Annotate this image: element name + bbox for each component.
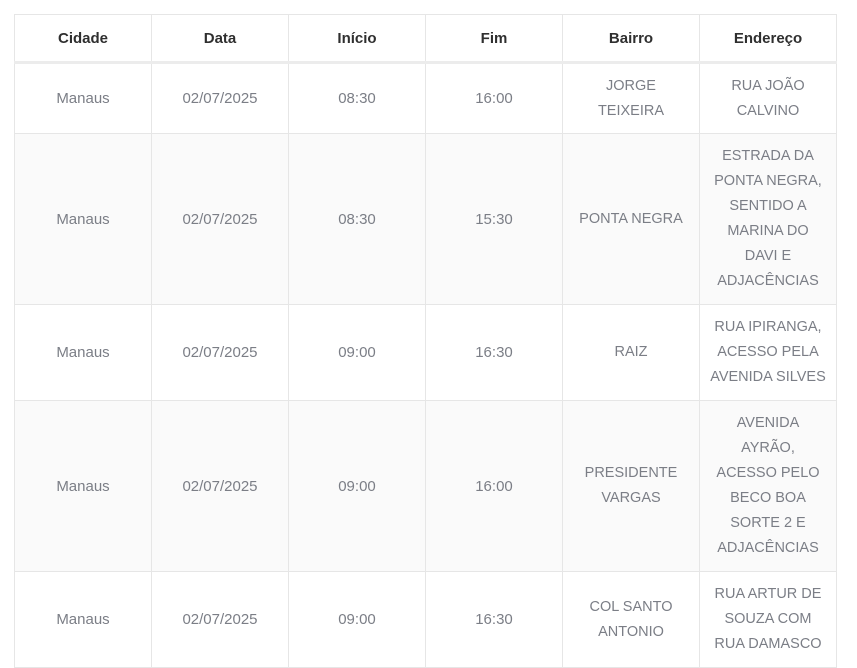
cell-cidade: Manaus bbox=[14, 571, 152, 668]
header-data: Data bbox=[151, 14, 289, 64]
header-inicio: Início bbox=[288, 14, 426, 64]
cell-fim: 16:30 bbox=[425, 304, 563, 401]
cell-cidade: Manaus bbox=[14, 133, 152, 305]
cell-endereco: AVENIDA AYRÃO, ACESSO PELO BECO BOA SORT… bbox=[699, 400, 837, 572]
table-row: Manaus 02/07/2025 09:00 16:00 PRESIDENTE… bbox=[14, 400, 837, 572]
cell-cidade: Manaus bbox=[14, 62, 152, 134]
cell-cidade: Manaus bbox=[14, 304, 152, 401]
cell-inicio: 08:30 bbox=[288, 62, 426, 134]
cell-inicio: 09:00 bbox=[288, 400, 426, 572]
cell-bairro: PONTA NEGRA bbox=[562, 133, 700, 305]
cell-inicio: 08:30 bbox=[288, 133, 426, 305]
header-bairro: Bairro bbox=[562, 14, 700, 64]
cell-data: 02/07/2025 bbox=[151, 400, 289, 572]
cell-endereco: ESTRADA DA PONTA NEGRA, SENTIDO A MARINA… bbox=[699, 133, 837, 305]
cell-endereco: RUA IPIRANGA, ACESSO PELA AVENIDA SILVES bbox=[699, 304, 837, 401]
table-row: Manaus 02/07/2025 08:30 15:30 PONTA NEGR… bbox=[14, 133, 837, 305]
table-header-row: Cidade Data Início Fim Bairro Endereço bbox=[14, 14, 837, 64]
cell-bairro: RAIZ bbox=[562, 304, 700, 401]
schedule-table: Cidade Data Início Fim Bairro Endereço M… bbox=[14, 14, 837, 668]
cell-bairro: PRESIDENTE VARGAS bbox=[562, 400, 700, 572]
cell-bairro: COL SANTO ANTONIO bbox=[562, 571, 700, 668]
cell-data: 02/07/2025 bbox=[151, 571, 289, 668]
cell-fim: 16:00 bbox=[425, 400, 563, 572]
cell-fim: 15:30 bbox=[425, 133, 563, 305]
cell-data: 02/07/2025 bbox=[151, 62, 289, 134]
cell-fim: 16:00 bbox=[425, 62, 563, 134]
cell-inicio: 09:00 bbox=[288, 571, 426, 668]
cell-inicio: 09:00 bbox=[288, 304, 426, 401]
cell-data: 02/07/2025 bbox=[151, 304, 289, 401]
cell-cidade: Manaus bbox=[14, 400, 152, 572]
cell-data: 02/07/2025 bbox=[151, 133, 289, 305]
cell-endereco: RUA ARTUR DE SOUZA COM RUA DAMASCO bbox=[699, 571, 837, 668]
table-row: Manaus 02/07/2025 09:00 16:30 COL SANTO … bbox=[14, 571, 837, 668]
cell-endereco: RUA JOÃO CALVINO bbox=[699, 62, 837, 134]
header-cidade: Cidade bbox=[14, 14, 152, 64]
cell-fim: 16:30 bbox=[425, 571, 563, 668]
cell-bairro: JORGE TEIXEIRA bbox=[562, 62, 700, 134]
table-row: Manaus 02/07/2025 08:30 16:00 JORGE TEIX… bbox=[14, 62, 837, 134]
header-fim: Fim bbox=[425, 14, 563, 64]
header-endereco: Endereço bbox=[699, 14, 837, 64]
table-row: Manaus 02/07/2025 09:00 16:30 RAIZ RUA I… bbox=[14, 304, 837, 401]
